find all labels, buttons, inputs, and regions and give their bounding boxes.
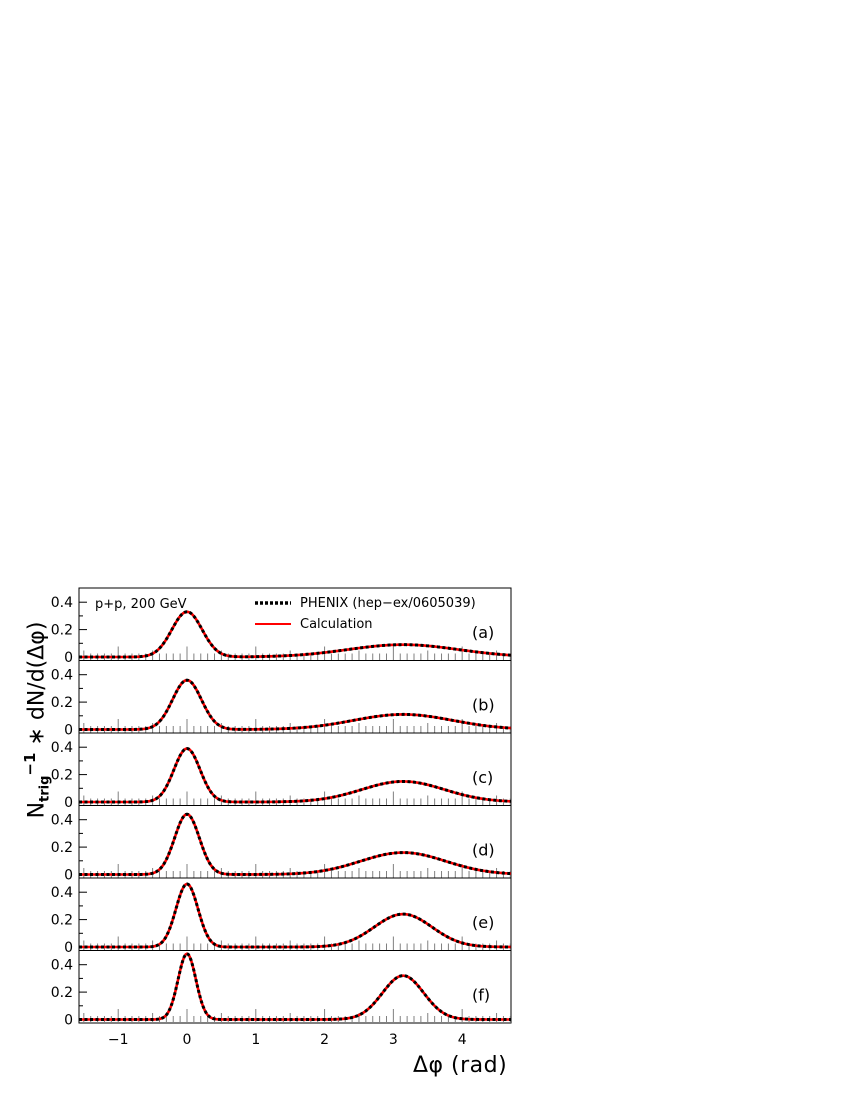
panel-label: (e) [472, 913, 494, 932]
system-label: p+p, 200 GeV [95, 597, 187, 612]
y-tick-label: 0.4 [51, 885, 73, 901]
panel-3: 0 0.2 0.4 (c) [51, 732, 512, 811]
panel-label: (f) [472, 986, 490, 1005]
panel-frame [78, 732, 512, 806]
panel-frame [78, 660, 512, 734]
y-tick-label: 0.4 [51, 958, 73, 974]
y-tick-label: 0.4 [51, 740, 73, 756]
calculation-curve [79, 952, 511, 1021]
x-tick-label: 2 [320, 1032, 329, 1048]
legend: PHENIX (hep−ex/0605039) Calculation [255, 596, 476, 632]
y-axis-title: Ntrig−1 ∗ dN/d(Δφ) [8, 590, 53, 850]
panel-frame [78, 950, 512, 1024]
y-title-sup: −1 [21, 752, 39, 776]
y-tick-label: 0.2 [51, 623, 73, 639]
x-axis: −1 0 1 2 3 4 [108, 1032, 467, 1048]
panel-5: 0 0.2 0.4 (e) [51, 877, 512, 956]
y-tick-label: 0.2 [51, 695, 73, 711]
calculation-curve [79, 610, 512, 659]
panel-label: (b) [472, 696, 495, 715]
y-tick-label: 0 [64, 1013, 73, 1029]
y-tick-label: 0.2 [51, 768, 73, 784]
y-tick-label: 0.4 [51, 595, 73, 611]
y-title-sub: trig [37, 775, 53, 802]
x-axis-title: Δφ (rad) [413, 1053, 508, 1078]
phenix-data-curve [79, 882, 512, 949]
calculation-curve [79, 747, 512, 804]
panel-frame [78, 877, 512, 951]
x-tick-label: 1 [251, 1032, 260, 1048]
y-title-rest: ∗ dN/d(Δφ) [24, 621, 50, 753]
panel-label: (c) [472, 768, 493, 787]
y-tick-label: 0.4 [51, 668, 73, 684]
legend-data-label: PHENIX (hep−ex/0605039) [300, 596, 476, 611]
y-tick-label: 0.4 [51, 813, 73, 829]
legend-calc-label: Calculation [300, 617, 373, 632]
y-title-base: N [24, 801, 50, 819]
calculation-curve [79, 678, 512, 731]
phenix-data-curve [79, 747, 512, 804]
y-tick-label: 0 [64, 940, 73, 956]
calculation-curve [79, 812, 512, 876]
panel-label: (a) [472, 623, 494, 642]
x-tick-label: 3 [389, 1032, 398, 1048]
phenix-data-curve [79, 812, 512, 876]
y-tick-label: 0 [64, 650, 73, 666]
phenix-data-curve [79, 610, 512, 659]
y-tick-label: 0.2 [51, 913, 73, 929]
panel-6: 0 0.2 0.4 (f) [51, 950, 512, 1029]
x-tick-label: −1 [108, 1032, 129, 1048]
x-tick-label: 4 [458, 1032, 467, 1048]
phenix-data-curve [79, 952, 511, 1021]
panels-group: 0 0.2 0.4 (a) 0 0.2 0.4 (b) 0 0.2 0.4 (c) 0 0.2 0.4 (d)… [51, 587, 512, 1029]
x-tick-label: 0 [183, 1032, 192, 1048]
y-tick-label: 0 [64, 868, 73, 884]
panel-4: 0 0.2 0.4 (d) [51, 805, 512, 884]
y-tick-label: 0 [64, 795, 73, 811]
panel-label: (d) [472, 841, 495, 860]
y-tick-label: 0.2 [51, 985, 73, 1001]
panel-2: 0 0.2 0.4 (b) [51, 660, 512, 739]
phenix-data-curve [79, 678, 512, 731]
y-tick-label: 0 [64, 723, 73, 739]
y-tick-label: 0.2 [51, 840, 73, 856]
panel-frame [78, 805, 512, 879]
